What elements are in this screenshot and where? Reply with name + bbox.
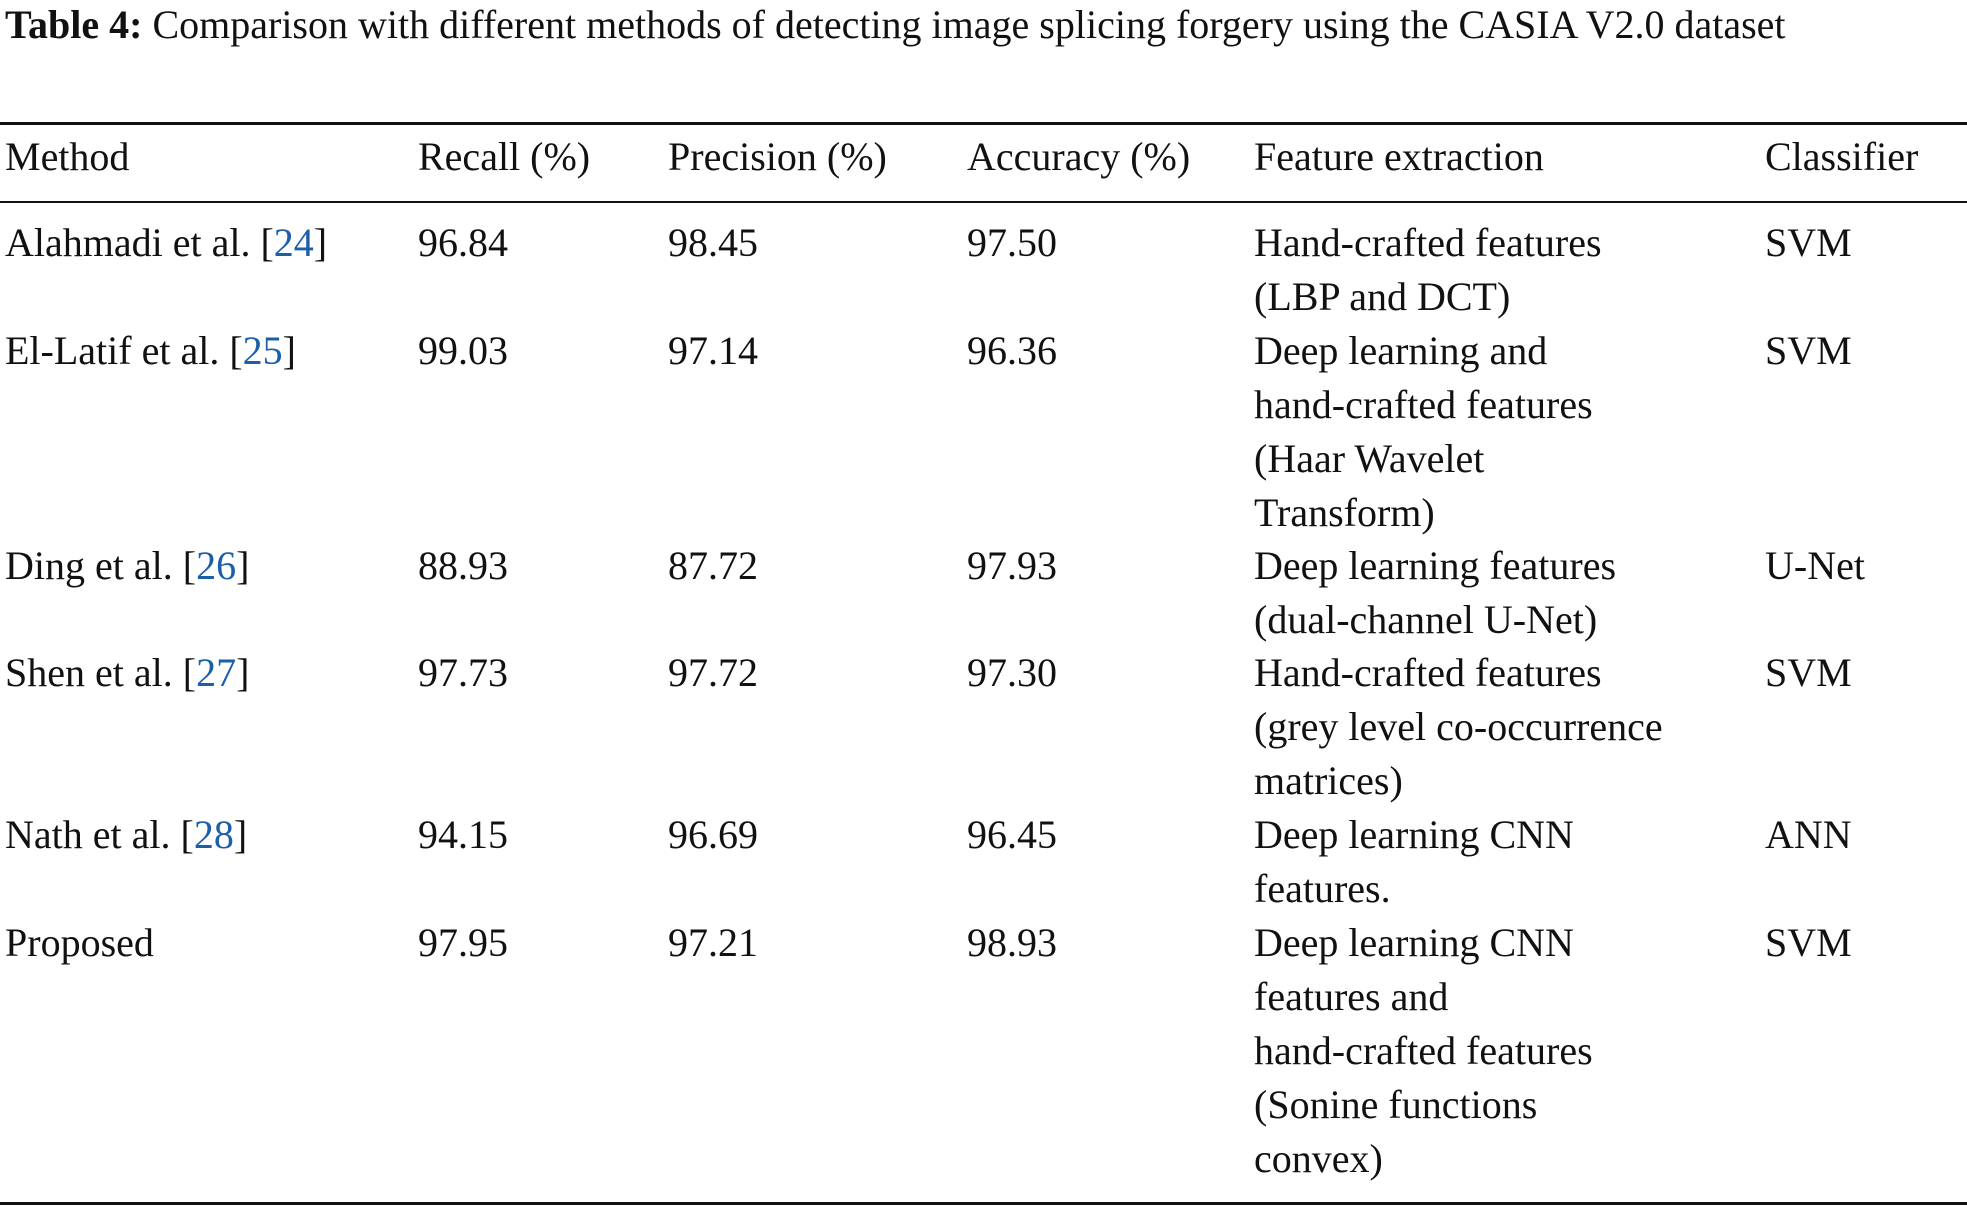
cell-accuracy: 97.50 [967,220,1057,265]
cell-accuracy: 96.45 [967,812,1057,857]
table-caption-label: Table 4: [5,2,143,47]
method-text: Shen et al. [ [5,650,197,695]
method-text-end: ] [233,812,248,857]
feature-line: features and [1254,974,1449,1019]
feature-line: Transform) [1254,490,1435,535]
cell-recall: 88.93 [418,543,508,588]
cell-feature-extraction: Hand-crafted features (LBP and DCT) [1254,216,1814,324]
method-text: Alahmadi et al. [ [5,220,274,265]
header-method: Method [5,134,130,179]
citation-link[interactable]: 26 [196,543,237,588]
header-precision: Precision (%) [668,134,887,179]
cell-classifier: SVM [1765,328,1852,373]
feature-line: Hand-crafted features [1254,650,1602,695]
cell-precision: 96.69 [668,812,758,857]
citation-link[interactable]: 27 [196,650,237,695]
feature-line: convex) [1254,1136,1383,1181]
method-text-end: ] [282,328,296,373]
header-classifier: Classifier [1765,134,1919,179]
cell-classifier: SVM [1765,220,1852,265]
feature-line: features. [1254,866,1391,911]
cell-accuracy: 97.30 [967,650,1057,695]
table-bottom-rule [0,1202,1967,1205]
feature-line: Hand-crafted features [1254,220,1602,265]
cell-recall: 97.95 [418,920,508,965]
cell-recall: 96.84 [418,220,508,265]
citation-link[interactable]: 24 [273,220,314,265]
header-accuracy: Accuracy (%) [967,134,1191,179]
cell-method: Alahmadi et al. [24] [5,216,327,270]
feature-line: (LBP and DCT) [1254,274,1511,319]
cell-feature-extraction: Deep learning features (dual-channel U-N… [1254,539,1814,647]
cell-method: Nath et al. [28] [5,808,247,862]
cell-feature-extraction: Hand-crafted features (grey level co-occ… [1254,646,1814,808]
method-text: El-Latif et al. [ [5,328,243,373]
cell-precision: 97.21 [668,920,758,965]
cell-method: Shen et al. [27] [5,646,249,700]
cell-recall: 99.03 [418,328,508,373]
cell-feature-extraction: Deep learning and hand-crafted features … [1254,324,1814,540]
method-text: Proposed [5,920,154,965]
cell-feature-extraction: Deep learning CNN features and hand-craf… [1254,916,1814,1186]
cell-precision: 98.45 [668,220,758,265]
feature-line: (grey level co-occurrence [1254,704,1663,749]
cell-precision: 87.72 [668,543,758,588]
table-caption: Table 4: Comparison with different metho… [5,2,1961,47]
header-recall: Recall (%) [418,134,591,179]
cell-precision: 97.72 [668,650,758,695]
feature-line: (Sonine functions [1254,1082,1538,1127]
method-text-end: ] [313,220,328,265]
feature-line: Deep learning and [1254,328,1548,373]
feature-line: Deep learning CNN [1254,812,1574,857]
table-caption-text: Comparison with different methods of det… [142,2,1786,47]
cell-classifier: ANN [1765,812,1852,857]
feature-line: (dual-channel U-Net) [1254,597,1598,642]
cell-classifier: U-Net [1765,543,1865,588]
method-text: Nath et al. [ [5,812,194,857]
table-header-rule [0,201,1967,203]
cell-classifier: SVM [1765,650,1852,695]
feature-line: hand-crafted features [1254,382,1593,427]
cell-accuracy: 97.93 [967,543,1057,588]
feature-line: (Haar Wavelet [1254,436,1485,481]
method-text: Ding et al. [ [5,543,197,588]
cell-method: Proposed [5,916,154,970]
citation-link[interactable]: 28 [193,812,234,857]
cell-method: Ding et al. [26] [5,539,249,593]
method-text-end: ] [236,650,250,695]
feature-line: matrices) [1254,758,1403,803]
table-top-rule [0,122,1967,125]
cell-accuracy: 96.36 [967,328,1057,373]
cell-classifier: SVM [1765,920,1852,965]
feature-line: Deep learning features [1254,543,1617,588]
header-feature-extraction: Feature extraction [1254,134,1544,179]
cell-recall: 94.15 [418,812,508,857]
cell-precision: 97.14 [668,328,758,373]
cell-recall: 97.73 [418,650,508,695]
feature-line: Deep learning CNN [1254,920,1574,965]
cell-method: El-Latif et al. [25] [5,324,296,378]
feature-line: hand-crafted features [1254,1028,1593,1073]
citation-link[interactable]: 25 [242,328,283,373]
cell-accuracy: 98.93 [967,920,1057,965]
cell-feature-extraction: Deep learning CNN features. [1254,808,1814,916]
method-text-end: ] [236,543,250,588]
